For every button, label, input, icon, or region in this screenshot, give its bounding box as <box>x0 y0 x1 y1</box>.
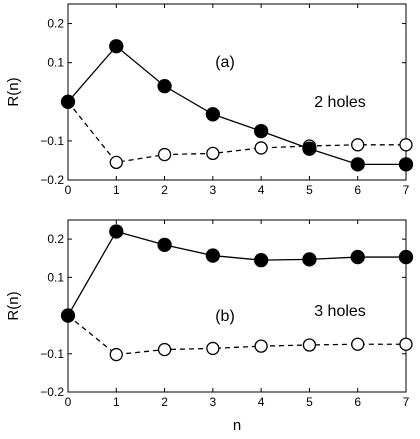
panel-b: 0 1 2 3 4 5 6 7 −0.2 −0.1 0.1 0.2 R(n) n (b) 3 holes <box>5 219 414 434</box>
x-tick-label: 5 <box>306 395 313 409</box>
filled-circle-point <box>109 224 124 239</box>
x-tick-label: 0 <box>65 183 72 197</box>
open-circle-point <box>351 337 365 351</box>
filled-circle-point <box>60 308 76 323</box>
y-tick-label: 0.1 <box>47 56 64 70</box>
holes-annotation: 3 holes <box>314 303 366 320</box>
open-circle-point <box>206 146 220 161</box>
holes-annotation: 2 holes <box>314 94 366 111</box>
panel-label: (a) <box>215 54 235 71</box>
y-tick-label: −0.2 <box>40 385 64 399</box>
open-circle-point <box>254 339 268 353</box>
y-axis-label: R(n) <box>5 77 22 106</box>
x-tick-label: 7 <box>403 395 410 409</box>
x-tick-label: 3 <box>210 183 217 197</box>
y-tick-label: 0.2 <box>47 232 64 246</box>
filled-circle-point <box>109 39 124 54</box>
x-tick-label: 4 <box>258 395 265 409</box>
filled-circle-point <box>302 252 317 267</box>
dashed-series-line <box>67 315 406 356</box>
x-tick-label: 0 <box>65 395 72 409</box>
filled-circle-point <box>398 249 414 265</box>
filled-circle-point <box>205 107 221 122</box>
open-circle-point <box>254 141 268 155</box>
open-circle-point <box>206 341 220 356</box>
solid-series-line <box>67 230 406 316</box>
filled-circle-point <box>205 248 221 263</box>
filled-circle-point <box>398 157 414 172</box>
y-tick-label: −0.1 <box>40 347 64 361</box>
y-tick-label: 0.1 <box>47 270 64 284</box>
filled-circle-point <box>157 78 172 94</box>
filled-circle-point <box>253 123 269 139</box>
open-circle-point <box>109 155 123 170</box>
panel-a: 0 1 2 3 4 5 6 7 −0.2 −0.1 0.1 0.2 R(n) (a) 2 holes <box>5 3 414 197</box>
x-tick-label: 2 <box>161 395 168 409</box>
x-tick-label: 6 <box>354 395 361 409</box>
x-tick-label: 1 <box>113 395 120 409</box>
x-tick-label: 2 <box>161 183 168 197</box>
open-circle-point <box>302 338 317 352</box>
filled-circle-point <box>302 141 317 156</box>
x-tick-label: 1 <box>113 183 120 197</box>
y-axis-label: R(n) <box>5 291 22 320</box>
y-tick-label: 0.2 <box>47 17 64 31</box>
open-circle-point <box>399 337 413 351</box>
open-circle-point <box>351 138 365 152</box>
filled-circle-point <box>60 94 76 109</box>
open-circle-point <box>157 147 172 162</box>
plot-frame <box>67 3 407 181</box>
panel-label: (b) <box>215 308 235 325</box>
y-tick-label: −0.1 <box>40 134 64 148</box>
open-circle-point <box>157 342 172 357</box>
x-tick-label: 3 <box>210 395 217 409</box>
open-circle-point <box>399 138 413 152</box>
dashed-series-line <box>67 101 406 164</box>
filled-circle-point <box>350 157 365 172</box>
x-tick-label: 5 <box>306 183 313 197</box>
x-tick-label: 4 <box>258 183 265 197</box>
filled-circle-point <box>253 252 269 268</box>
open-circle-point <box>109 347 123 362</box>
y-tick-label: −0.2 <box>40 173 64 187</box>
solid-series-line <box>67 45 406 166</box>
x-axis-label: n <box>233 417 241 434</box>
x-tick-label: 6 <box>354 183 361 197</box>
filled-circle-point <box>350 249 365 265</box>
plot-frame <box>67 219 407 393</box>
filled-circle-point <box>157 237 172 252</box>
x-tick-label: 7 <box>403 183 410 197</box>
